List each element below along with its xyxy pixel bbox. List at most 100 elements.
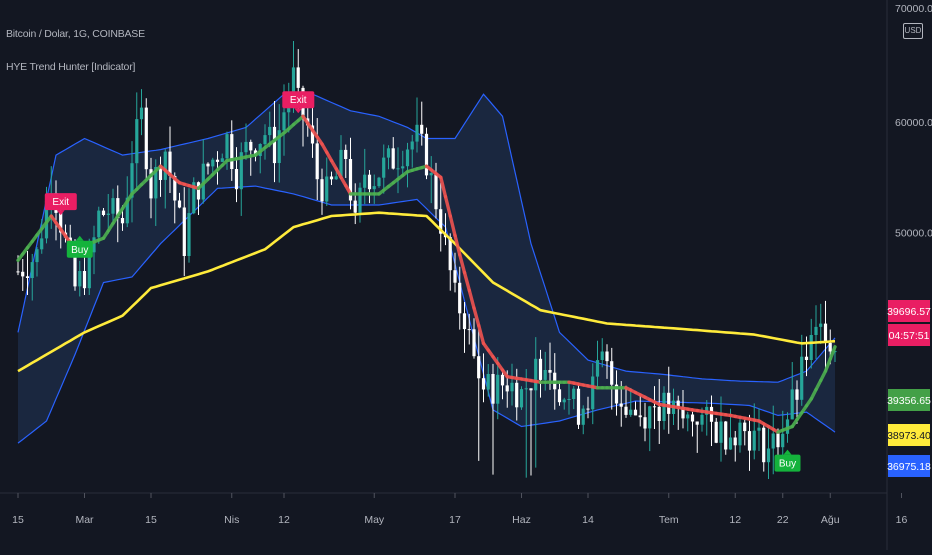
candle-body [439,209,443,234]
candle-body [800,356,804,400]
candle-body [804,356,809,360]
candle-body [695,421,699,425]
time-tick-label: Nis [224,514,239,526]
candle-body [681,407,685,419]
candle-body [277,130,281,163]
candle-body [410,141,414,150]
fast-ma-segment [443,194,452,218]
fast-ma-segment [472,306,481,328]
candle-body [291,67,296,98]
candle-body [211,159,215,167]
candle-body [21,271,25,277]
buy-signal: Buy [774,449,801,472]
candle-body [557,389,562,403]
candle-body [719,421,723,443]
candle-body [386,148,391,158]
candle-body [73,248,77,287]
candle-body [30,262,34,278]
signal-layer: Exit Buy Exit Buy [44,91,801,472]
candle-body [282,112,286,131]
candle-body [823,323,828,343]
candle-body [230,134,234,169]
price-tick-label: 60000.00 [895,117,932,129]
candle-body [738,422,742,446]
candle-body [700,414,704,425]
candle-body [215,159,220,162]
candle-body [833,351,837,353]
slow-ma-line [17,211,836,373]
candle-body [762,427,766,463]
candle-body [743,422,747,432]
currency-label[interactable]: USD [903,23,923,39]
candle-body [538,358,543,380]
candle-body [828,343,832,352]
candle-body [35,249,39,263]
candle-body [667,392,671,414]
candle-body [605,351,609,362]
time-tick-label: Haz [512,514,531,526]
fast-ma-segment [819,369,828,383]
price-tag: 39356.65 [887,389,931,411]
candle-body [244,141,248,153]
time-tick-label: Tem [659,514,679,526]
candle-body [652,406,657,408]
time-tick-label: 12 [729,514,741,526]
candle-body [415,124,419,142]
time-tick-label: 15 [12,514,24,526]
candle-body [500,374,505,386]
candle-body [310,125,315,144]
candle-body [776,433,780,448]
candle-body [453,270,457,283]
candle-body [795,389,799,400]
time-tick-label: May [364,514,385,526]
signal-label: Exit [290,95,307,106]
price-tag-box [888,300,930,322]
candle-body [510,382,514,392]
price-tag: 04:57:51 [888,324,930,346]
candle-body [263,135,267,145]
signal-label: Exit [52,197,69,208]
symbol-title[interactable]: Bitcoin / Dolar, 1G, COINBASE [6,28,145,40]
time-tick-label: Mar [75,514,94,526]
candle-body [405,149,410,167]
candle-body [158,167,163,180]
candle-body [472,329,476,357]
candle-body [519,389,524,408]
exit-signal: Exit [282,91,315,114]
candle-body [329,176,334,180]
time-tick-label: 22 [777,514,789,526]
candle-body [87,252,91,289]
buy-signal: Buy [66,235,93,258]
candle-body [567,399,571,400]
candle-body [576,388,581,425]
candle-body [491,374,495,404]
candle-body [771,433,775,449]
candle-body [348,159,353,201]
price-tag: 38973.40 [887,424,931,446]
fast-ma-segment [809,387,818,401]
candle-body [747,431,752,451]
candle-body [420,124,424,134]
signal-box [44,193,77,211]
candle-body [434,173,438,210]
candle-body [724,421,728,450]
candle-body [187,213,191,256]
candle-body [714,421,718,443]
fast-ma-segment [814,378,823,392]
price-axis[interactable]: 60000.00 50000.00 [895,117,932,240]
fast-ma-segment [439,175,448,199]
price-tag-box [888,324,930,346]
time-axis[interactable]: 15 Mar 15 Nis 12 May 17 Haz 14 Tem 12 22 Ağu 16 [12,493,907,526]
candle-body [367,174,372,190]
fast-ma-segment [477,324,486,346]
candle-body [163,151,167,180]
candle-body [629,409,633,415]
candle-body [173,176,177,201]
candle-body [733,437,737,446]
signal-box [66,240,93,258]
signal-pointer [56,210,65,216]
indicator-title[interactable]: HYE Trend Hunter [Indicator] [6,61,136,73]
candle-body [25,276,30,278]
